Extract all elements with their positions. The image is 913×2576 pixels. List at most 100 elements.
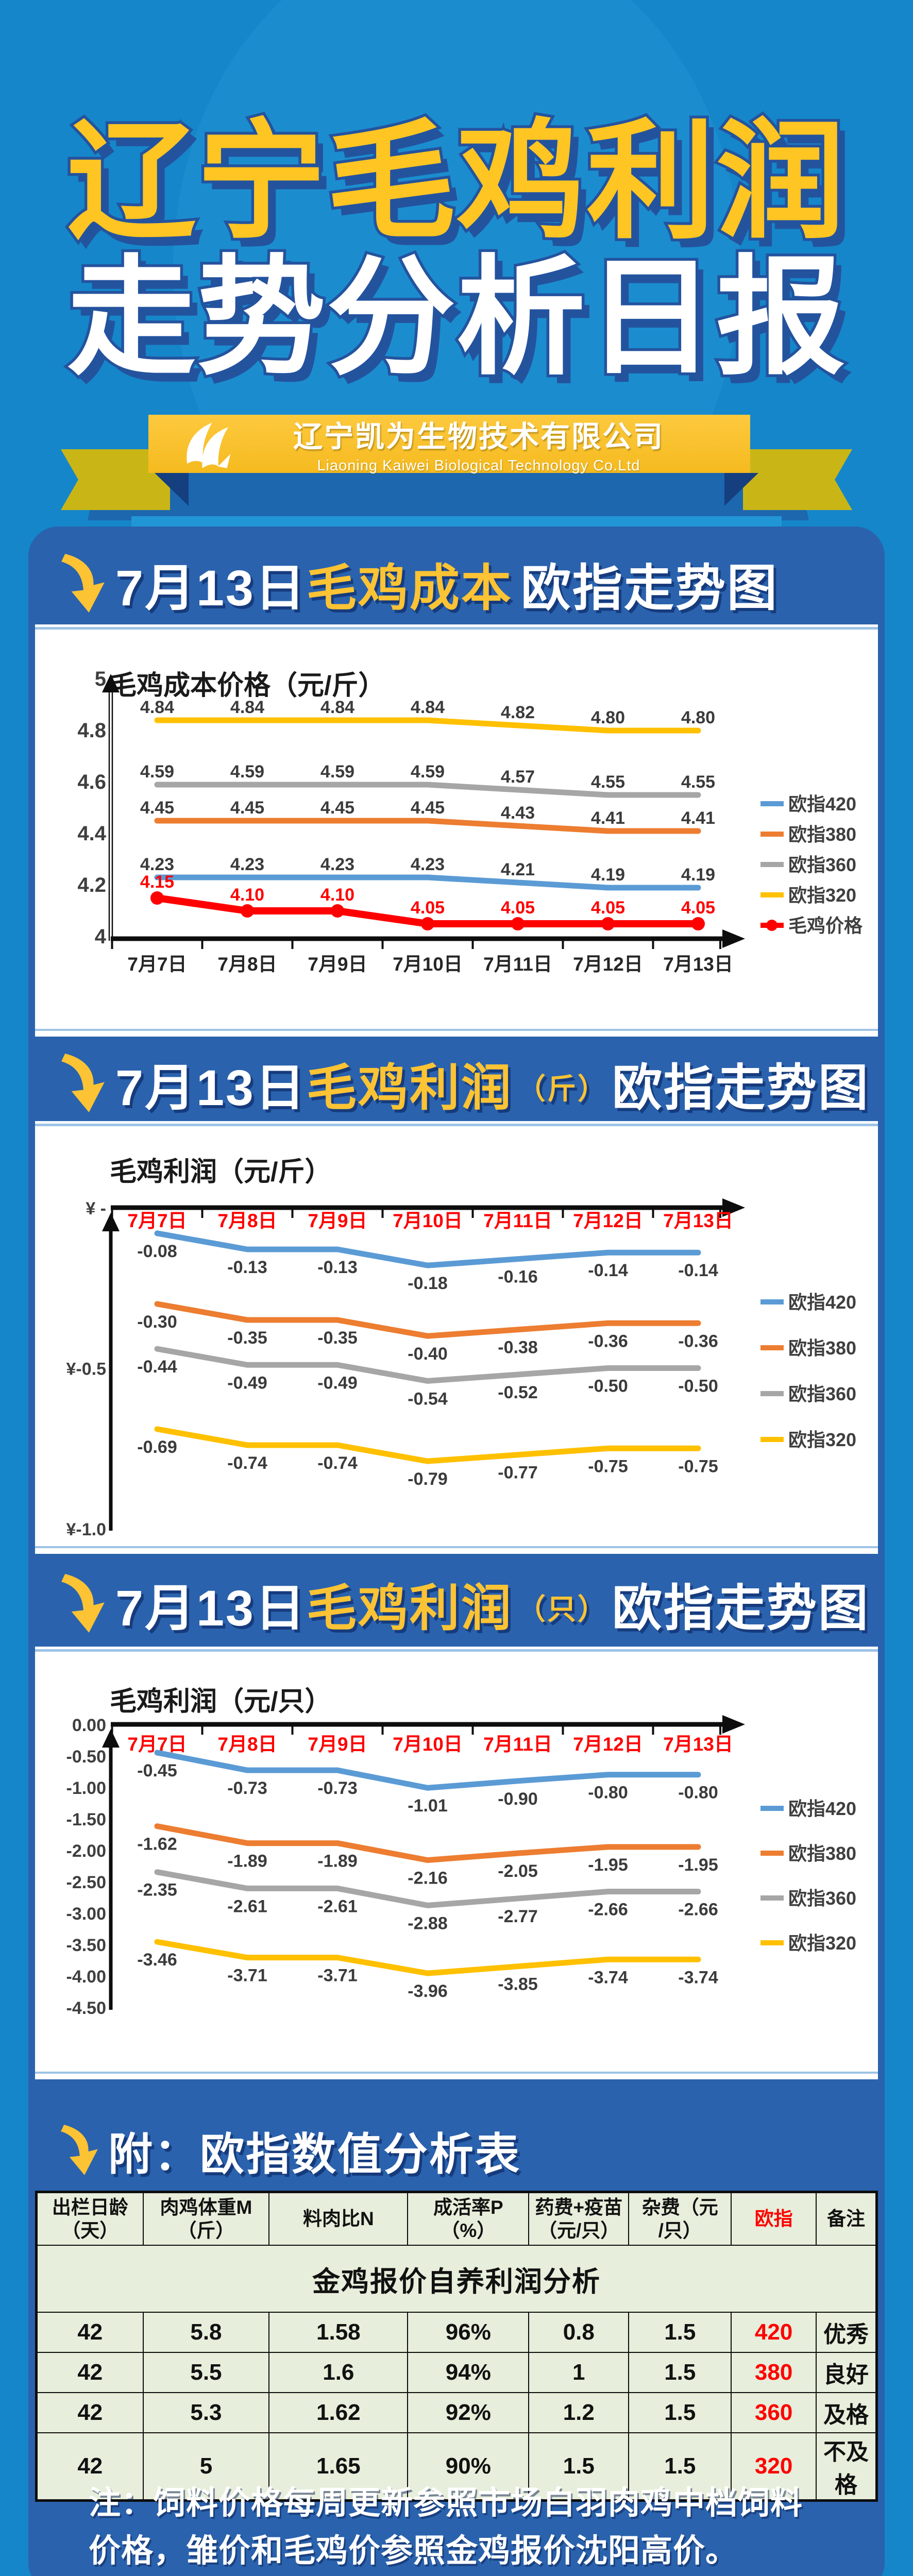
value-label: -1.95 [588, 1855, 628, 1875]
x-date-label: 7月12日 [573, 954, 643, 975]
value-label: 4.59 [140, 762, 174, 782]
value-label: -0.50 [678, 1377, 718, 1396]
value-label: 4.59 [411, 762, 445, 782]
x-date-label: 7月10日 [393, 1734, 463, 1755]
column-header: 料肉比N [268, 2191, 409, 2246]
y-tick-label: ¥-0.5 [66, 1360, 107, 1379]
table-cell: 1.65 [268, 2432, 409, 2501]
value-label: -0.80 [678, 1783, 718, 1803]
value-label: -0.49 [317, 1373, 358, 1393]
value-label: -0.16 [498, 1267, 538, 1287]
x-date-label: 7月7日 [127, 1210, 187, 1231]
value-label: -2.61 [227, 1896, 267, 1916]
value-label: -0.79 [408, 1469, 448, 1489]
value-label: 4.05 [501, 898, 535, 918]
company-banner: 辽宁凯为生物技术有限公司 Liaoning Kaiwei Biological … [148, 415, 750, 474]
value-label: -0.80 [588, 1783, 628, 1803]
y-tick-label: -4.50 [66, 1998, 107, 2018]
table-cell: 良好 [816, 2352, 877, 2393]
x-date-label: 7月13日 [663, 1210, 733, 1231]
legend-item: 欧指380 [760, 1337, 856, 1359]
table-title: 金鸡报价自养利润分析 [36, 2245, 877, 2313]
value-label: -2.66 [588, 1900, 628, 1920]
column-header: 肉鸡体重M （斤） [142, 2191, 270, 2246]
section-header-table: 附：欧指数值分析表 [58, 2122, 521, 2179]
x-date-label: 7月10日 [393, 1210, 463, 1231]
value-label: -2.61 [317, 1896, 358, 1916]
value-label: 4.80 [681, 708, 715, 727]
column-header: 杂费（元/只） [628, 2191, 732, 2246]
table-row: 42 5.5 1.6 94% 1 1.5 380 良好 [36, 2352, 877, 2393]
table-cell: 360 [731, 2392, 817, 2433]
cost-trend-chart-panel: 毛鸡成本价格（元/斤） 5 4.8 4.6 4.4 4.2 4 7月7日 7月8日 7月9日 7月1… [35, 624, 878, 1037]
section-header-cost: 7月13日 毛鸡成本 欧指走势图 [58, 552, 779, 616]
y-tick-label: -2.00 [66, 1841, 107, 1861]
value-label: 4.41 [681, 808, 715, 828]
x-date-label: 7月9日 [308, 1734, 367, 1755]
y-tick-label: -1.00 [66, 1778, 107, 1798]
y-tick-label: -4.00 [66, 1967, 107, 1987]
value-label: -2.16 [408, 1869, 448, 1888]
value-label: -0.35 [227, 1328, 267, 1348]
svg-text:欧指360: 欧指360 [788, 1383, 856, 1404]
value-label: -0.54 [408, 1389, 448, 1409]
table-cell: 不及格 [816, 2432, 877, 2501]
x-date-label: 7月8日 [217, 1734, 277, 1755]
y-tick-label: 4.2 [77, 874, 106, 896]
ribbon-wing-right [743, 449, 852, 510]
value-label: -2.35 [137, 1880, 177, 1900]
table-cell: 1.2 [528, 2392, 630, 2433]
value-label: -0.18 [408, 1274, 448, 1293]
value-label: -0.36 [588, 1331, 628, 1351]
chart-title: 毛鸡利润（元/只） [110, 1687, 331, 1717]
table-row: 42 5.8 1.58 96% 0.8 1.5 420 优秀 [36, 2312, 877, 2353]
table-cell: 1.6 [268, 2352, 409, 2393]
table-cell: 及格 [816, 2392, 877, 2433]
value-label: -0.13 [317, 1258, 358, 1277]
analysis-table-panel: 金鸡报价自养利润分析 42 5.8 1.58 96% 0.8 1.5 420 优秀 42 5.5 1.… [35, 2191, 878, 2502]
legend-item: 欧指320 [760, 885, 856, 906]
value-label: -0.69 [137, 1437, 177, 1457]
x-axis [111, 929, 745, 949]
table-row: 42 5 1.65 90% 1.5 1.5 320 不及格 [36, 2432, 877, 2501]
table-cell: 42 [36, 2312, 144, 2353]
value-label: -0.75 [678, 1456, 718, 1476]
section-unit: （只） [516, 1592, 608, 1625]
section-topic: 毛鸡利润 [306, 1580, 513, 1636]
y-tick-label: -1.50 [66, 1810, 107, 1829]
svg-text:欧指420: 欧指420 [788, 1292, 856, 1313]
table-cell: 1.5 [628, 2352, 732, 2393]
y-axis [102, 1213, 120, 1531]
value-label: -0.73 [227, 1778, 267, 1798]
x-date-label: 7月13日 [663, 1734, 733, 1755]
value-label: 4.41 [591, 808, 625, 828]
value-label: -0.36 [678, 1331, 718, 1351]
profit-per-jin-chart: 毛鸡利润（元/斤）¥ - ¥-0.5 ¥-1.0 7月7日 7月8日 7月9日 7月10日 7… [66, 1157, 857, 1539]
value-label: 4.45 [230, 798, 264, 818]
chart-title: 毛鸡利润（元/斤） [110, 1157, 331, 1187]
legend-item: 欧指420 [760, 793, 856, 815]
value-label: -3.85 [498, 1975, 538, 1994]
svg-text:欧指320: 欧指320 [788, 1933, 856, 1954]
y-tick-label: 4.8 [77, 719, 106, 742]
table-cell: 5.5 [142, 2352, 270, 2393]
x-date-label: 7月11日 [483, 1734, 552, 1755]
company-name-cn: 辽宁凯为生物技术有限公司 [293, 420, 664, 453]
decor-band-dark [88, 471, 809, 520]
series-欧指360: 4.59 4.59 4.59 4.59 4.57 4.55 4.55 [140, 762, 715, 798]
value-label: -2.66 [678, 1900, 718, 1920]
value-label: -0.13 [227, 1258, 267, 1277]
x-date-label: 7月13日 [663, 954, 733, 975]
value-label: 4.45 [140, 798, 174, 818]
value-label: -0.50 [588, 1377, 628, 1396]
value-label: 4.59 [320, 762, 354, 782]
y-tick-label: 0.00 [72, 1716, 106, 1735]
value-label: -0.75 [588, 1456, 628, 1476]
value-label: -0.49 [227, 1373, 267, 1393]
x-date-label: 7月12日 [573, 1734, 643, 1755]
value-label: 4.05 [591, 898, 625, 918]
value-label: -3.71 [227, 1966, 267, 1986]
column-header: 出栏日龄 （天） [36, 2191, 144, 2246]
footnote-line2: 价格，雏价和毛鸡价参照金鸡报价沈阳高价。 [89, 2533, 738, 2569]
x-axis [111, 1715, 745, 1735]
